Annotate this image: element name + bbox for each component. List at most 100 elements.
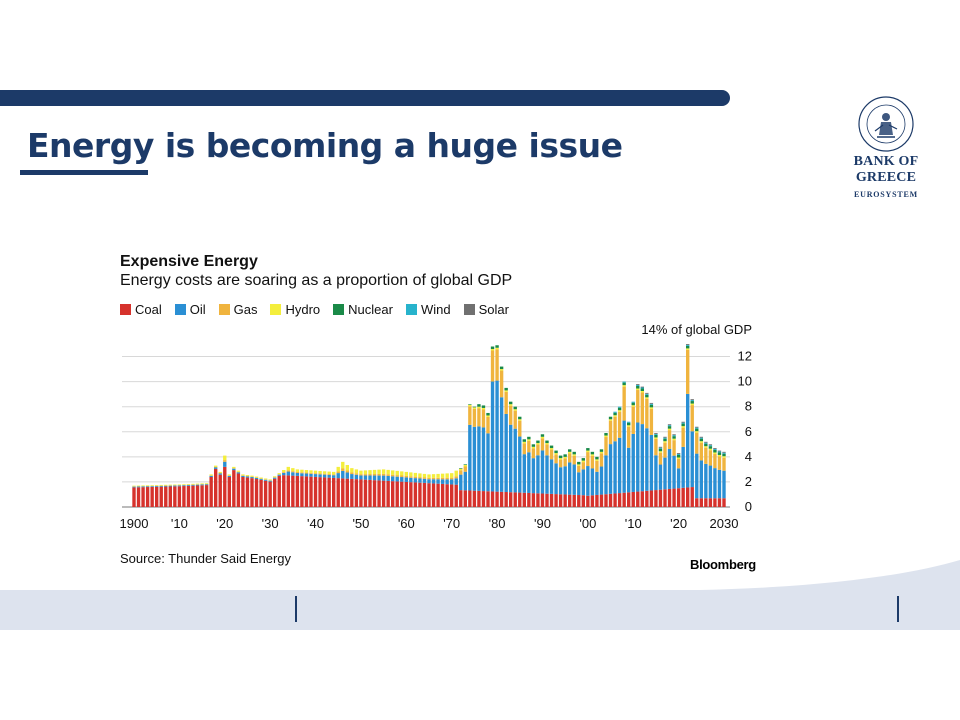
bar-hydro-2005 xyxy=(608,419,613,421)
bar-oil-2028 xyxy=(713,468,717,499)
bar-coal-1901 xyxy=(136,487,141,507)
bar-coal-1915 xyxy=(200,485,204,507)
bar-coal-1953 xyxy=(372,480,377,507)
bar-nuclear-1986 xyxy=(522,439,526,442)
bar-oil-1945 xyxy=(336,473,340,479)
x-tick-label: '70 xyxy=(443,516,460,531)
bar-hydro-1973 xyxy=(463,464,467,467)
bar-nuclear-1981 xyxy=(499,366,504,370)
bar-nuclear-1979 xyxy=(490,346,495,350)
bar-oil-1926 xyxy=(250,477,254,479)
bar-nuclear-2009 xyxy=(627,422,631,426)
bar-oil-1949 xyxy=(354,474,359,480)
bar-gas-1995 xyxy=(563,458,567,467)
bar-wind-2021 xyxy=(681,422,685,424)
bar-gas-1955 xyxy=(381,473,386,476)
bar-oil-1992 xyxy=(549,459,554,494)
bar-coal-2024 xyxy=(695,498,699,507)
bar-oil-1976 xyxy=(477,426,481,491)
bar-oil-1908 xyxy=(168,485,172,487)
bar-coal-2009 xyxy=(627,492,631,507)
header-bar xyxy=(0,90,730,106)
bar-hydro-2010 xyxy=(631,405,635,407)
bar-gas-1982 xyxy=(504,391,508,414)
chart-subtitle: Energy costs are soaring as a proportion… xyxy=(120,272,513,289)
bar-hydro-2020 xyxy=(676,457,681,459)
bar-gas-1983 xyxy=(509,405,513,425)
bar-coal-1972 xyxy=(459,490,463,507)
bar-coal-2014 xyxy=(649,490,654,507)
bar-oil-1978 xyxy=(486,433,490,492)
bar-gas-1945 xyxy=(336,471,340,474)
bar-solar-2024 xyxy=(695,426,699,428)
bar-oil-1964 xyxy=(422,478,427,483)
bar-coal-1943 xyxy=(327,477,331,507)
bar-wind-2011 xyxy=(636,385,640,387)
bar-oil-1941 xyxy=(318,474,322,478)
bar-coal-2003 xyxy=(599,494,604,507)
footer-separator xyxy=(295,596,297,622)
bar-coal-1941 xyxy=(318,477,322,507)
footer-separator xyxy=(897,596,899,622)
bar-gas-1938 xyxy=(304,472,309,474)
bar-gas-2020 xyxy=(676,458,681,469)
bar-wind-2010 xyxy=(631,401,635,403)
bar-gas-1978 xyxy=(486,416,490,434)
bar-gas-1946 xyxy=(341,468,345,471)
bar-gas-2017 xyxy=(663,442,667,458)
bar-oil-1973 xyxy=(463,471,467,491)
bar-gas-2000 xyxy=(586,452,590,467)
bar-wind-2022 xyxy=(686,344,690,346)
bar-gas-2016 xyxy=(658,452,663,465)
bar-gas-2024 xyxy=(695,432,699,454)
bar-oil-1988 xyxy=(531,458,536,494)
bar-coal-1930 xyxy=(268,481,272,507)
bar-oil-1984 xyxy=(513,428,517,493)
bar-coal-1966 xyxy=(431,483,436,507)
bar-nuclear-2004 xyxy=(604,433,608,436)
bar-hydro-1966 xyxy=(431,474,436,478)
bar-nuclear-2016 xyxy=(658,448,663,452)
bar-coal-1907 xyxy=(164,486,168,507)
bar-oil-1921 xyxy=(227,475,231,478)
legend-label: Oil xyxy=(189,302,206,317)
bar-oil-1944 xyxy=(332,475,336,478)
bar-oil-1936 xyxy=(295,472,300,476)
bar-oil-1982 xyxy=(504,413,508,493)
bar-oil-1994 xyxy=(558,467,563,495)
bar-oil-1971 xyxy=(454,478,458,485)
bar-gas-1937 xyxy=(300,472,304,474)
bar-hydro-2014 xyxy=(649,407,654,409)
bar-oil-1979 xyxy=(490,381,495,492)
bar-oil-2023 xyxy=(690,431,694,488)
bar-hydro-1941 xyxy=(318,470,322,474)
bar-gas-1967 xyxy=(436,477,440,480)
bar-coal-1920 xyxy=(223,466,227,507)
bar-coal-1957 xyxy=(391,481,395,507)
bar-coal-2021 xyxy=(681,487,685,507)
bar-coal-1991 xyxy=(545,493,549,507)
bar-oil-1965 xyxy=(427,479,431,484)
bar-coal-2017 xyxy=(663,489,667,507)
bar-oil-1923 xyxy=(236,472,241,474)
bar-oil-1906 xyxy=(159,485,163,487)
bar-coal-2007 xyxy=(617,493,622,507)
bar-gas-1960 xyxy=(404,475,408,478)
bar-hydro-1993 xyxy=(554,453,558,455)
bar-gas-1948 xyxy=(350,472,354,475)
bar-wind-2013 xyxy=(645,393,649,395)
bar-oil-1929 xyxy=(263,479,268,481)
bar-gas-1992 xyxy=(549,449,554,460)
bar-coal-1973 xyxy=(463,490,467,507)
bar-gas-1962 xyxy=(413,476,418,479)
bar-hydro-1942 xyxy=(322,471,327,474)
bar-oil-1952 xyxy=(368,475,372,480)
bar-coal-1978 xyxy=(486,491,490,507)
bar-oil-2027 xyxy=(708,465,713,499)
bar-oil-1975 xyxy=(472,426,477,491)
bar-gas-2008 xyxy=(622,386,626,421)
bar-gas-1976 xyxy=(477,408,481,427)
bar-hydro-2023 xyxy=(690,403,694,406)
bar-oil-1935 xyxy=(291,472,295,476)
bar-oil-1947 xyxy=(345,472,349,479)
